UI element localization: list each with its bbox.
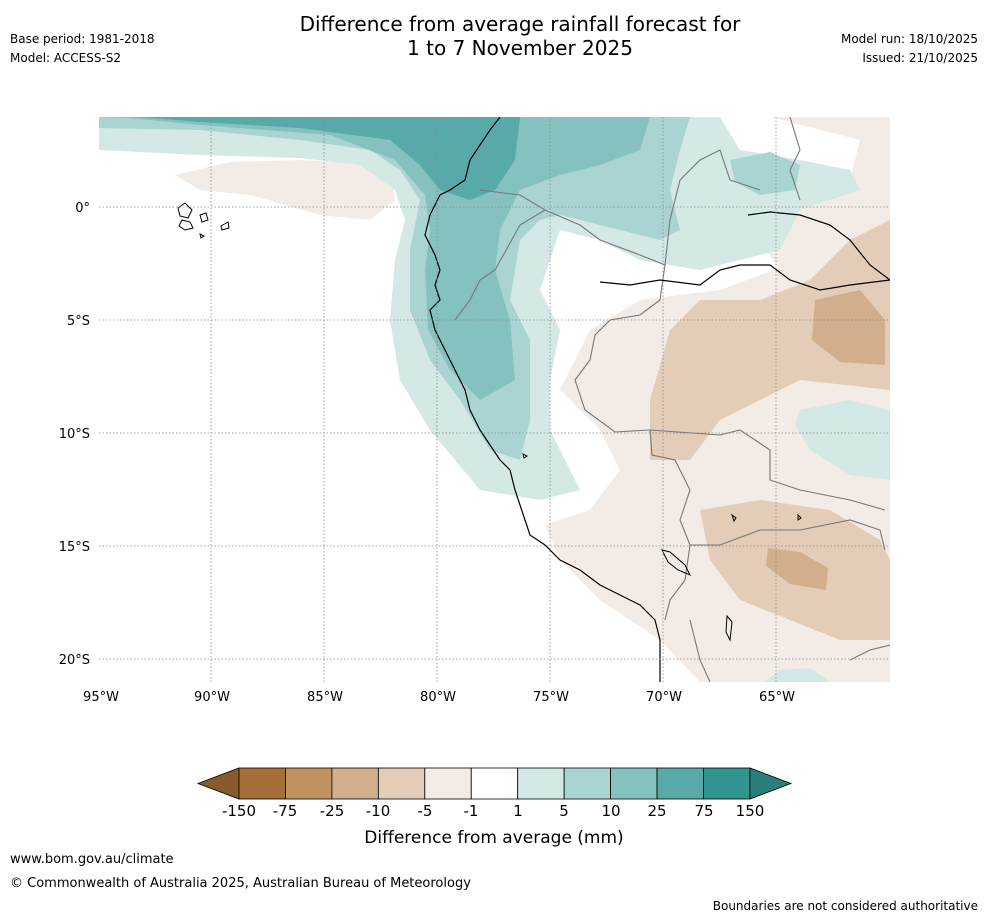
lon-label: 80°W: [420, 690, 456, 705]
title-line-1: Difference from average rainfall forecas…: [299, 12, 741, 36]
colorbar-label: Difference from average (mm): [364, 828, 623, 848]
islands-and-lakes: [177, 202, 802, 642]
colorbar-tick: -1: [464, 802, 479, 820]
graticule: [99, 117, 890, 682]
colorbar-tick: -10: [366, 802, 391, 820]
colorbar-tick: 10: [601, 802, 620, 820]
colorbar-tick: -25: [320, 802, 345, 820]
lon-label: 70°W: [646, 690, 682, 705]
model-name: Model: ACCESS-S2: [10, 51, 122, 65]
title-line-2: 1 to 7 November 2025: [407, 36, 633, 60]
dry-anomaly-light-pacific: [175, 160, 395, 220]
colorbar-tick: -75: [273, 802, 298, 820]
colorbar-tick: 5: [559, 802, 569, 820]
lon-label: 65°W: [759, 690, 795, 705]
lat-label: 10°S: [59, 427, 90, 442]
lat-label: 0°: [75, 201, 90, 216]
colorbar-swatch: [238, 767, 286, 800]
boundaries-disclaimer: Boundaries are not considered authoritat…: [712, 899, 978, 913]
lat-label: 15°S: [59, 540, 90, 555]
dry-anomaly-moderate: [650, 220, 890, 460]
wet-anomaly-moderate-ne: [730, 152, 800, 195]
colorbar-tick: 1: [513, 802, 523, 820]
issued-date: Issued: 21/10/2025: [862, 51, 978, 65]
dry-anomaly-strong-south: [766, 548, 828, 590]
colorbar-swatch: [703, 767, 751, 800]
colorbar: [196, 767, 793, 800]
colorbar-swatch: [656, 767, 704, 800]
latitude-labels: 0° 5°S 10°S 15°S 20°S: [59, 201, 90, 668]
copyright-notice: © Commonwealth of Australia 2025, Austra…: [10, 876, 471, 891]
wet-anomaly-light-south: [765, 668, 830, 682]
colorbar-swatch: [331, 767, 379, 800]
bom-website-link[interactable]: www.bom.gov.au/climate: [10, 852, 174, 867]
page-title: Difference from average rainfall forecas…: [0, 12, 988, 60]
base-period: Base period: 1981-2018: [10, 32, 155, 46]
coastline: [424, 117, 890, 682]
wet-anomaly-heavy: [140, 117, 520, 200]
lon-label: 75°W: [533, 690, 569, 705]
longitude-labels: 95°W 90°W 85°W 80°W 75°W 70°W 65°W: [83, 690, 795, 705]
colorbar-swatch: [610, 767, 658, 800]
dry-anomaly-strong: [812, 290, 885, 365]
colorbar-swatch: [285, 767, 333, 800]
wet-anomaly-moderate: [99, 117, 690, 460]
colorbar-over-arrow: [749, 767, 793, 800]
lon-label: 90°W: [194, 690, 230, 705]
lon-label: 95°W: [83, 690, 119, 705]
colorbar-tick: -5: [418, 802, 433, 820]
lon-label: 85°W: [307, 690, 343, 705]
colorbar-swatch: [563, 767, 612, 800]
colorbar-tick: 75: [694, 802, 713, 820]
rainfall-anomaly-field: [99, 117, 890, 682]
colorbar-tick: -150: [222, 802, 256, 820]
wet-anomaly-strong: [99, 117, 650, 400]
lat-label: 20°S: [59, 653, 90, 668]
colorbar-swatch: [470, 767, 519, 800]
colorbar-swatch: [424, 767, 472, 800]
colorbar-under-arrow: [196, 767, 240, 800]
colorbar-swatch: [377, 767, 426, 800]
model-run: Model run: 18/10/2025: [840, 32, 978, 46]
colorbar-ticks: -150 -75 -25 -10 -5 -1 1 5 10 25 75 150: [222, 802, 764, 820]
lat-label: 5°S: [67, 314, 90, 329]
colorbar-tick: 25: [647, 802, 666, 820]
country-boundaries: [454, 117, 890, 682]
colorbar-tick: 150: [736, 802, 765, 820]
colorbar-swatch: [517, 767, 565, 800]
wet-anomaly-light-east: [795, 400, 890, 480]
